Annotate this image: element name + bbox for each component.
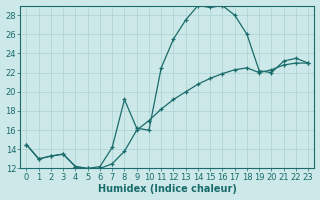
- X-axis label: Humidex (Indice chaleur): Humidex (Indice chaleur): [98, 184, 237, 194]
